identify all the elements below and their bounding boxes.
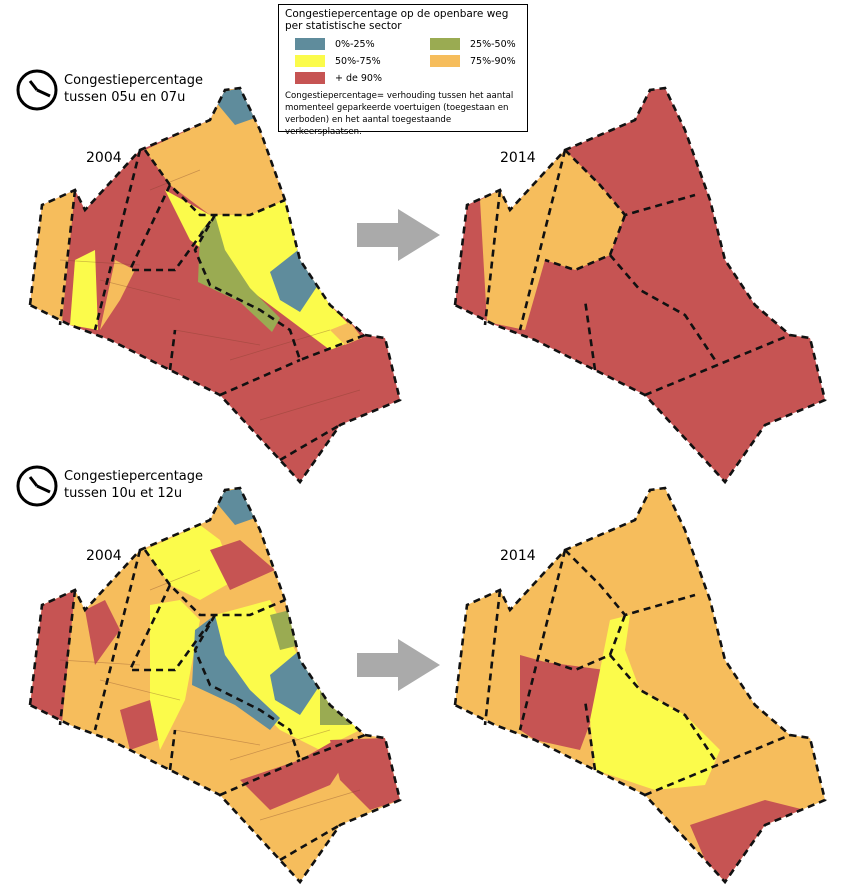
legend-label: 0%-25%	[335, 38, 375, 50]
sector	[120, 700, 158, 750]
legend-swatch	[295, 72, 325, 84]
arrow	[357, 639, 440, 691]
legend-title: Congestiepercentage op de openbare weg p…	[285, 8, 509, 32]
sector-border	[259, 789, 361, 821]
sector	[85, 600, 120, 665]
sector	[330, 322, 362, 345]
sector-border	[149, 169, 201, 191]
legend-item: 25%-50%	[430, 38, 540, 50]
clock-hand	[36, 484, 51, 494]
zone-border	[518, 549, 567, 731]
zone-border	[168, 729, 177, 771]
district-outline	[455, 488, 825, 882]
time-label: Congestiepercentage tussen 05u en 07u	[64, 73, 204, 105]
sector	[240, 740, 350, 810]
sector-border	[259, 389, 361, 421]
legend-swatch	[295, 38, 325, 50]
zone-border	[193, 214, 366, 362]
arrow	[357, 209, 440, 261]
zone-border	[609, 654, 717, 761]
time-label: Congestiepercentage tussen 10u et 12u	[64, 469, 204, 501]
legend-item: 75%-90%	[430, 55, 540, 67]
zone-border	[609, 254, 717, 361]
zone-border	[58, 189, 77, 326]
zone-border	[143, 549, 286, 617]
zone-border	[127, 184, 217, 272]
legend-note: Congestiepercentage= verhouding tussen h…	[285, 91, 514, 137]
legend-items: 0%-25% 25%-50% 50%-75% 75%-90% + de 90%	[295, 38, 521, 84]
zone-border	[644, 733, 791, 797]
sector-border	[174, 729, 261, 746]
year-label: 2014	[500, 150, 536, 166]
zone-border	[93, 149, 142, 331]
zone-border	[193, 614, 366, 762]
sector-border	[59, 659, 141, 666]
sector	[330, 738, 400, 810]
zone-border	[483, 189, 502, 326]
sector	[590, 615, 720, 790]
sector-border	[99, 679, 181, 701]
zone-border	[544, 614, 627, 672]
sector	[100, 260, 135, 330]
zone-border	[544, 214, 627, 272]
legend-item: 50%-75%	[295, 55, 430, 67]
zone-border	[453, 86, 827, 485]
district-map	[453, 86, 827, 485]
sector-border	[59, 259, 141, 266]
zone-border	[564, 549, 696, 617]
sector	[480, 150, 625, 330]
legend-swatch	[430, 55, 460, 67]
sector-border	[99, 279, 181, 301]
clock-hand	[28, 476, 39, 487]
district-map	[28, 86, 402, 485]
sector	[198, 215, 280, 332]
district-map	[453, 486, 827, 885]
zone-border	[93, 549, 142, 731]
zone-border	[518, 149, 567, 331]
year-label: 2004	[86, 150, 122, 166]
legend-label: 25%-50%	[470, 38, 516, 50]
sector-border	[229, 729, 331, 761]
year-label: 2004	[86, 548, 122, 564]
sector	[520, 655, 605, 750]
clock-hand	[36, 88, 51, 98]
legend-item: 0%-25%	[295, 38, 430, 50]
zone-border	[168, 329, 177, 371]
zone-border	[644, 333, 791, 397]
legend-label: + de 90%	[335, 72, 382, 84]
zone-border	[564, 149, 696, 217]
sector-border	[149, 569, 201, 591]
year-label: 2014	[500, 548, 536, 564]
sector-border	[174, 329, 261, 346]
legend: Congestiepercentage op de openbare weg p…	[278, 4, 528, 137]
legend-label: 50%-75%	[335, 55, 381, 67]
sector	[150, 600, 200, 750]
zone-border	[143, 149, 286, 217]
zone-border	[219, 758, 301, 797]
legend-swatch	[430, 38, 460, 50]
sector	[320, 685, 350, 725]
zone-border	[219, 358, 301, 397]
legend-swatch	[295, 55, 325, 67]
zone-border	[58, 589, 77, 726]
district-map	[28, 486, 402, 885]
legend-item: + de 90%	[295, 72, 430, 84]
zone-border	[483, 589, 502, 726]
zone-border	[28, 486, 402, 885]
sector	[192, 615, 280, 730]
zone-border	[127, 584, 217, 672]
zone-border	[453, 486, 827, 885]
sector	[70, 250, 98, 330]
sector-border	[229, 329, 331, 361]
clock-hand	[28, 80, 39, 91]
legend-label: 75%-90%	[470, 55, 516, 67]
sectors	[480, 150, 625, 330]
zone-border	[28, 86, 402, 485]
sector	[210, 540, 275, 590]
